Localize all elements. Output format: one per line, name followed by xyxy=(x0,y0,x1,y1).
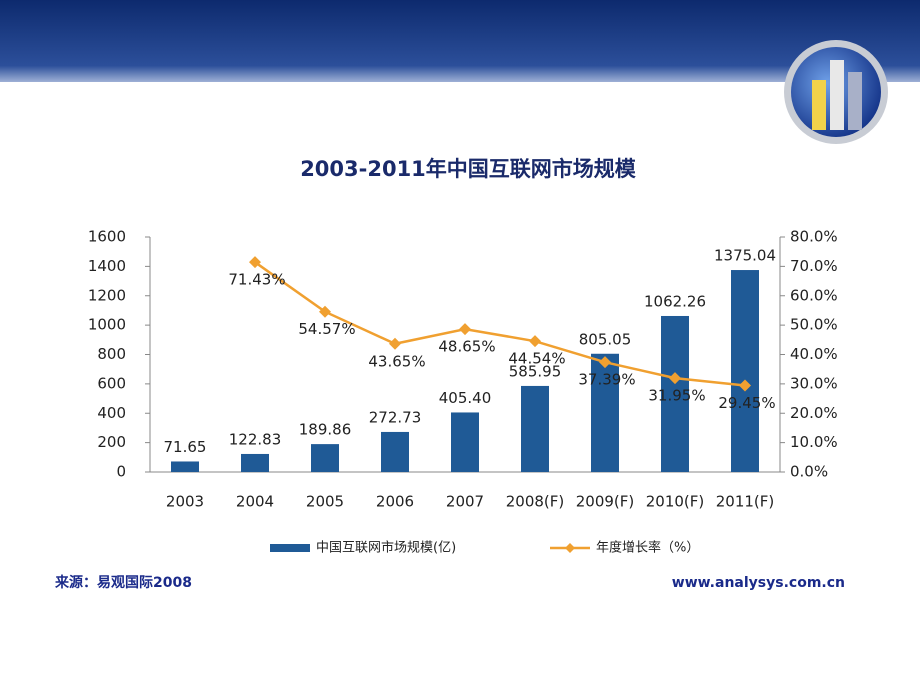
y-tick-label: 1000 xyxy=(88,316,126,334)
bar xyxy=(731,270,759,472)
bar xyxy=(661,315,689,472)
y2-tick-label: 50.0% xyxy=(790,316,838,334)
bar-label: 71.65 xyxy=(164,438,207,456)
line-marker xyxy=(389,337,401,350)
x-tick-label: 2003 xyxy=(166,493,204,511)
line-marker xyxy=(249,256,261,269)
y2-tick-label: 20.0% xyxy=(790,404,838,422)
bar-label: 405.40 xyxy=(439,389,492,407)
line xyxy=(254,261,746,387)
y2-tick-label: 40.0% xyxy=(790,345,838,363)
bar xyxy=(241,453,269,472)
legend-label: 中国互联网市场规模(亿) xyxy=(316,540,456,556)
line-label: 43.65% xyxy=(368,352,425,370)
y2-tick-label: 0.0% xyxy=(790,463,828,481)
line-marker xyxy=(319,305,331,318)
y2-tick-label: 70.0% xyxy=(790,257,838,275)
bar xyxy=(451,412,479,472)
y-tick-label: 1200 xyxy=(88,286,126,304)
legend-label: 年度增长率（%） xyxy=(596,540,699,556)
line-marker xyxy=(739,379,751,392)
y-tick-label: 1400 xyxy=(88,257,126,275)
line-label: 37.39% xyxy=(578,371,635,389)
x-tick-label: 2004 xyxy=(236,493,274,511)
logo-icon xyxy=(812,80,826,130)
y-tick-label: 200 xyxy=(97,433,126,451)
line-label: 48.65% xyxy=(438,338,495,356)
x-tick-label: 2005 xyxy=(306,493,344,511)
bar-label: 272.73 xyxy=(369,408,422,426)
y2-tick-label: 60.0% xyxy=(790,286,838,304)
logo-icon xyxy=(848,72,862,130)
banner xyxy=(0,0,920,82)
y-tick-label: 800 xyxy=(97,345,126,363)
bar xyxy=(381,431,409,472)
y-tick-label: 600 xyxy=(97,374,126,392)
line-marker xyxy=(459,323,471,336)
y-tick-label: 0 xyxy=(116,463,126,481)
chart-title: 2003-2011年中国互联网市场规模 xyxy=(300,157,637,181)
bar xyxy=(171,461,199,472)
bar-label: 189.86 xyxy=(299,421,352,439)
x-tick-label: 2008(F) xyxy=(506,493,565,511)
legend-swatch xyxy=(565,543,575,553)
bar-label: 1062.26 xyxy=(644,292,706,310)
bar-label: 122.83 xyxy=(229,430,282,448)
bar-label: 585.95 xyxy=(509,362,562,380)
line-label: 44.54% xyxy=(508,350,565,368)
x-tick-label: 2011(F) xyxy=(716,493,775,511)
source: 来源：易观国际2008 xyxy=(54,574,192,591)
x-tick-label: 2010(F) xyxy=(646,493,705,511)
logo-icon xyxy=(830,60,844,130)
legend-swatch xyxy=(270,544,310,552)
bar-label: 805.05 xyxy=(579,330,632,348)
x-tick-label: 2007 xyxy=(446,493,484,511)
line-label: 31.95% xyxy=(648,387,705,405)
y-tick-label: 1600 xyxy=(88,228,126,246)
line-marker xyxy=(529,335,541,348)
bar xyxy=(521,385,549,472)
bar-label: 1375.04 xyxy=(714,247,776,265)
x-tick-label: 2006 xyxy=(376,493,414,511)
x-tick-label: 2009(F) xyxy=(576,493,635,511)
y2-tick-label: 80.0% xyxy=(790,228,838,246)
bar xyxy=(591,353,619,472)
line-marker xyxy=(669,372,681,385)
line-label: 54.57% xyxy=(298,320,355,338)
bar xyxy=(311,444,339,472)
y2-tick-label: 10.0% xyxy=(790,433,838,451)
line-label: 71.43% xyxy=(228,271,285,289)
y2-tick-label: 30.0% xyxy=(790,374,838,392)
website: www.analysys.com.cn xyxy=(672,575,845,591)
y-tick-label: 400 xyxy=(97,404,126,422)
line-label: 29.45% xyxy=(718,394,775,412)
line-marker xyxy=(599,356,611,369)
